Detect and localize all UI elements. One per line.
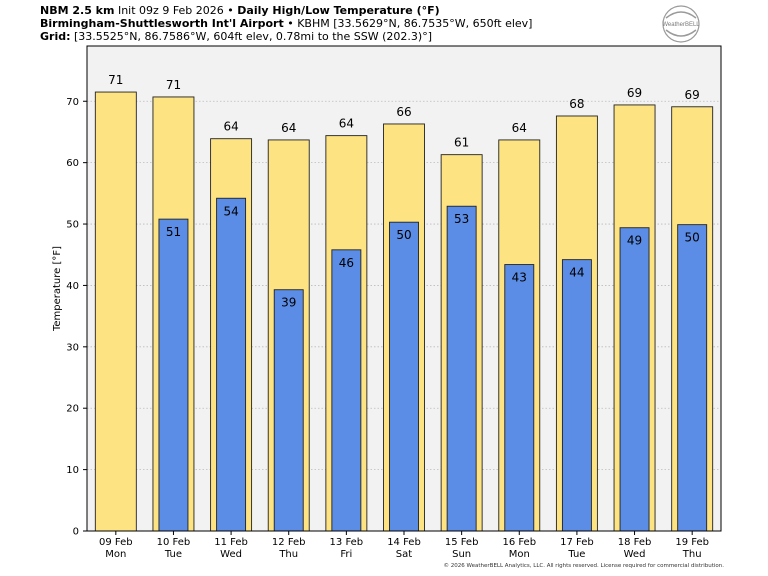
x-date-label: 14 Feb [387,537,421,548]
high-value-label: 64 [512,121,527,135]
y-tick-label: 0 [73,527,79,538]
low-bar [216,197,247,532]
y-tick-label: 60 [66,158,79,169]
low-value-label: 44 [569,266,584,280]
y-tick-label: 10 [66,465,79,476]
x-day-label: Sat [396,549,412,560]
low-bar [561,259,592,532]
grid-info: [33.5525°N, 86.7586°W, 604ft elev, 0.78m… [74,30,432,43]
grid-line: Grid: [33.5525°N, 86.7586°W, 604ft elev,… [40,30,432,43]
low-bar [677,224,708,532]
x-day-label: Thu [278,549,298,560]
high-value-label: 66 [396,105,411,119]
low-value-label: 49 [627,234,642,248]
y-tick-label: 70 [66,97,79,108]
low-bar [446,205,477,532]
x-date-label: 11 Feb [214,537,248,548]
low-bar [504,264,535,532]
low-bar [619,227,650,532]
high-value-label: 71 [166,78,181,92]
low-bar [273,289,304,532]
low-bar [158,218,189,532]
x-date-label: 09 Feb [99,537,133,548]
separator: • [227,4,234,17]
x-day-label: Wed [220,549,242,560]
x-day-label: Tue [567,549,585,560]
x-date-label: 15 Feb [445,537,479,548]
copyright-footer: © 2026 WeatherBELL Analytics, LLC. All r… [443,563,724,569]
x-day-label: Wed [624,549,646,560]
low-bar [331,249,362,532]
high-value-label: 64 [339,117,354,131]
x-day-label: Mon [105,549,126,560]
x-day-label: Tue [164,549,182,560]
low-bar [389,221,419,532]
station-info: KBHM [33.5629°N, 86.7535°W, 650ft elev] [297,17,533,30]
y-axis-label: Temperature [°F] [52,246,63,332]
title-line: NBM 2.5 km Init 09z 9 Feb 2026 • Daily H… [40,4,440,17]
high-value-label: 68 [569,97,584,111]
x-day-label: Fri [340,549,352,560]
y-tick-label: 40 [66,281,79,292]
high-value-label: 69 [685,88,700,102]
low-value-label: 54 [223,204,238,218]
station-line: Birmingham-Shuttlesworth Int'l Airport •… [40,17,532,30]
x-date-label: 19 Feb [675,537,709,548]
plot-frame [86,45,722,532]
y-tick-label: 30 [66,342,79,353]
x-date-label: 16 Feb [502,537,536,548]
high-bar [94,91,137,532]
product-title: Daily High/Low Temperature (°F) [237,4,440,17]
weatherbell-logo: WeatherBELL [662,5,700,43]
station-name: Birmingham-Shuttlesworth Int'l Airport [40,17,284,30]
x-day-label: Thu [682,549,702,560]
high-value-label: 71 [108,73,123,87]
y-tick-label: 20 [66,404,79,415]
y-tick-label: 50 [66,220,79,231]
x-day-label: Sun [452,549,471,560]
high-value-label: 64 [223,120,238,134]
x-date-label: 17 Feb [560,537,594,548]
low-value-label: 43 [512,271,527,285]
low-value-label: 39 [281,296,296,310]
low-value-label: 53 [454,212,469,226]
logo-text: WeatherBELL [662,22,700,28]
grid-label: Grid: [40,30,71,43]
high-value-label: 69 [627,86,642,100]
low-value-label: 50 [396,228,411,242]
x-day-label: Mon [509,549,530,560]
x-date-label: 10 Feb [157,537,191,548]
model-name: NBM 2.5 km [40,4,115,17]
x-date-label: 13 Feb [330,537,364,548]
x-date-label: 12 Feb [272,537,306,548]
low-value-label: 51 [166,225,181,239]
low-value-label: 50 [685,231,700,245]
separator: • [287,17,294,30]
init-time: Init 09z 9 Feb 2026 [117,4,224,17]
low-value-label: 46 [339,256,354,270]
high-value-label: 61 [454,136,469,150]
high-value-label: 64 [281,121,296,135]
x-date-label: 18 Feb [618,537,652,548]
